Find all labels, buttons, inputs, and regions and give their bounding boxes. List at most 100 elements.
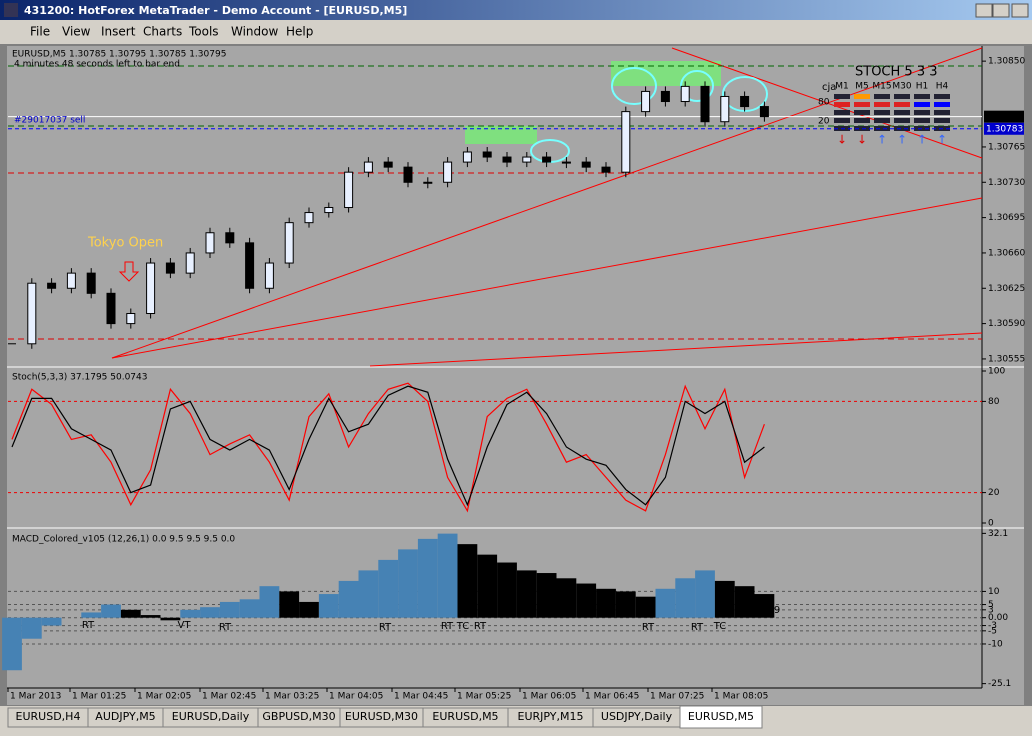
tab-label[interactable]: USDJPY,Daily xyxy=(601,710,673,723)
candle-body xyxy=(304,212,314,224)
menu-item[interactable]: File xyxy=(30,25,50,39)
macd-bar xyxy=(219,601,240,618)
cell xyxy=(874,102,890,107)
cell xyxy=(934,94,950,99)
trend-line xyxy=(111,197,983,359)
cell xyxy=(934,110,950,115)
macd-bar xyxy=(259,586,280,618)
macd-bar xyxy=(477,554,498,618)
level: 80 xyxy=(818,98,830,108)
cell xyxy=(914,94,930,99)
price-box xyxy=(984,122,1024,135)
candle-body xyxy=(522,156,532,163)
candle-body xyxy=(561,161,571,164)
menu-item[interactable]: Charts xyxy=(143,25,182,39)
cell xyxy=(894,102,910,107)
window-buttons[interactable] xyxy=(975,3,1029,18)
time-label: 1 Mar 07:25 xyxy=(650,692,704,702)
minimize[interactable] xyxy=(975,3,993,18)
candle-body xyxy=(581,161,591,168)
y-tick-label: 5 xyxy=(988,600,994,610)
stoch-line xyxy=(11,385,765,507)
macd-bar xyxy=(358,570,379,618)
timeframe: H4 xyxy=(936,82,949,92)
app-icon xyxy=(4,3,18,17)
candle-body xyxy=(106,292,116,325)
candle-body xyxy=(641,90,651,113)
annotation: Tokyo Open xyxy=(87,236,163,251)
arrow: ↑ xyxy=(877,133,887,147)
macd-bar xyxy=(299,601,319,618)
time-label: 1 Mar 02:45 xyxy=(202,692,256,702)
y-tick-label: 0.00 xyxy=(988,613,1008,623)
candle-body xyxy=(443,161,453,183)
annotation: 9 xyxy=(774,605,780,616)
tab-label[interactable]: EURJPY,M15 xyxy=(518,710,584,723)
cell xyxy=(854,110,870,115)
candle-body xyxy=(324,207,334,214)
annotation: RT xyxy=(219,622,232,633)
y-tick-label: 1.30625 xyxy=(988,284,1025,294)
menu-item[interactable]: Tools xyxy=(188,25,219,39)
menu-item[interactable]: Window xyxy=(231,25,279,39)
macd-bar xyxy=(635,596,656,618)
arrow xyxy=(118,261,140,282)
tab-label[interactable]: EURUSD,M30 xyxy=(345,710,418,723)
candle-body xyxy=(126,313,136,325)
y-tick-label: 3 xyxy=(988,605,994,615)
maximize[interactable] xyxy=(992,3,1010,18)
time-label: 1 Mar 05:25 xyxy=(457,692,511,702)
cell xyxy=(914,102,930,107)
macd-bar xyxy=(200,607,220,618)
macd-bar xyxy=(556,578,577,618)
tab-label[interactable]: EURUSD,M5 xyxy=(432,710,498,723)
trend-line xyxy=(111,47,983,359)
cell xyxy=(894,126,910,131)
macd-bar xyxy=(140,615,161,618)
tab-label[interactable]: EURUSD,H4 xyxy=(16,710,81,723)
macd-bar xyxy=(417,538,438,618)
zone xyxy=(465,126,537,144)
menu-item[interactable]: Help xyxy=(286,25,313,39)
tab-label[interactable]: GBPUSD,M30 xyxy=(262,710,335,723)
time-label: 1 Mar 03:25 xyxy=(265,692,319,702)
candle-body xyxy=(86,272,96,294)
level: 20 xyxy=(818,117,830,127)
macd-bar xyxy=(180,609,201,618)
tab-label[interactable]: EURUSD,Daily xyxy=(172,710,250,723)
cell xyxy=(894,94,910,99)
macd-bar xyxy=(457,544,478,618)
y-tick-label: 20 xyxy=(988,488,1000,498)
title-bar xyxy=(0,0,1032,20)
candle-body xyxy=(720,95,730,123)
tab-label[interactable]: AUDJPY,M5 xyxy=(95,710,155,723)
candle-body xyxy=(383,161,393,168)
macd-bar xyxy=(675,578,696,618)
macd-bar xyxy=(596,588,616,618)
arrow: ↑ xyxy=(897,133,907,147)
menu-item[interactable]: Insert xyxy=(101,25,136,39)
y-tick-label: -10 xyxy=(988,639,1003,649)
macd-bar xyxy=(160,617,181,621)
y-tick-label: 1.30555 xyxy=(988,354,1025,364)
arrow: ↑ xyxy=(917,133,927,147)
macd-bar xyxy=(516,570,537,618)
annotation: RT xyxy=(642,622,655,633)
candle-body xyxy=(245,242,255,289)
candle-body xyxy=(601,166,611,173)
macd-bar xyxy=(21,617,42,639)
close[interactable] xyxy=(1011,3,1029,18)
menu-item[interactable]: View xyxy=(62,25,91,39)
arrow: ↓ xyxy=(837,133,847,147)
candle-body xyxy=(542,156,552,163)
tab-label[interactable]: EURUSD,M5 xyxy=(688,710,754,723)
candle-body xyxy=(66,272,76,289)
cell xyxy=(834,110,850,115)
timeframe: M15 xyxy=(872,82,891,92)
cell xyxy=(854,94,870,99)
annotation: #29017037 sell xyxy=(14,116,85,126)
cell xyxy=(934,118,950,123)
tab[interactable] xyxy=(679,705,763,729)
macd-bar xyxy=(655,588,676,618)
y-tick-label: 10 xyxy=(988,587,1000,597)
